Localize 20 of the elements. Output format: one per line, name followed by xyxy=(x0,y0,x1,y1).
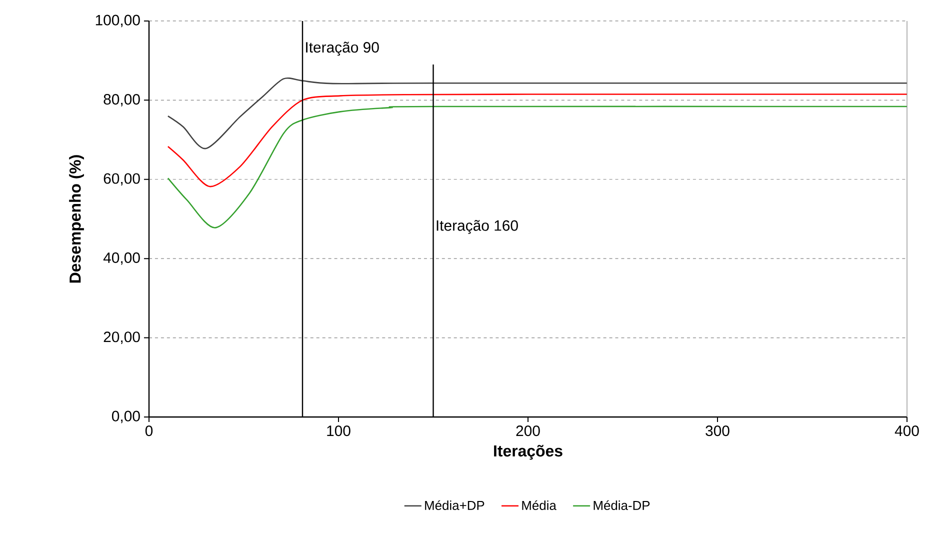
line-series xyxy=(167,78,908,150)
x-tick-label: 400 xyxy=(894,426,919,436)
y-axis-title: Desempenho (%) xyxy=(69,155,84,283)
y-tick-label: 40,00 xyxy=(103,252,140,265)
legend-label: Média+DP xyxy=(425,500,484,510)
legend-label: Média xyxy=(522,500,556,510)
x-axis-title: Iterações xyxy=(494,444,562,460)
x-tick-label: 300 xyxy=(706,426,730,436)
y-tick-label: 60,00 xyxy=(104,173,140,186)
x-tick-label: 100 xyxy=(327,426,350,436)
y-tick-label: 100,00 xyxy=(96,14,140,28)
ref-line-label: Iteração 90 xyxy=(306,42,379,56)
x-tick-label: 0 xyxy=(145,426,153,436)
ref-line-label: Iteração 160 xyxy=(436,220,518,234)
line-series xyxy=(167,94,908,188)
y-tick-label: 0,00 xyxy=(112,410,140,424)
y-tick-label: 20,00 xyxy=(104,332,140,344)
x-tick-label: 200 xyxy=(516,426,540,436)
y-tick-label: 80,00 xyxy=(104,94,140,106)
legend-label: Média-DP xyxy=(594,500,650,510)
